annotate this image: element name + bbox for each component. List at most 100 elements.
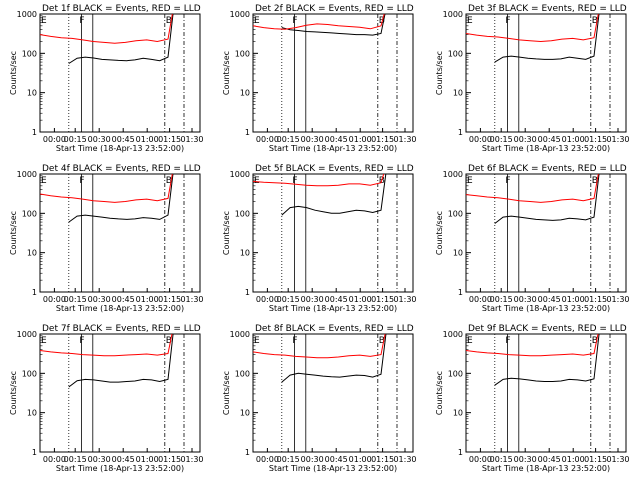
x-tick-label: 00:30	[88, 455, 111, 464]
plot-frame	[252, 333, 414, 453]
marker-label: E	[254, 336, 260, 346]
plot-frame	[465, 13, 627, 133]
y-tick-label: 1000	[17, 330, 37, 339]
y-tick-label: 1	[458, 448, 463, 457]
events-series-line	[281, 174, 387, 216]
x-tick-label: 00:00	[469, 135, 492, 144]
x-axis-label: Start Time (18-Apr-13 23:52:00)	[56, 304, 184, 313]
marker-label: E	[467, 336, 473, 346]
x-tick-label: 00:45	[112, 455, 135, 464]
panel-title: Det 5f BLACK = Events, RED = LLD	[255, 164, 414, 174]
y-tick-label: 100	[235, 49, 250, 58]
lld-series-line	[40, 334, 173, 357]
marker-label: E	[254, 176, 260, 186]
plot-frame	[39, 173, 201, 293]
x-tick-label: 01:00	[562, 455, 585, 464]
x-tick-label: 00:45	[325, 455, 348, 464]
y-tick-label: 1	[458, 128, 463, 137]
x-tick-label: 00:15	[64, 135, 87, 144]
y-tick-label: 1000	[443, 10, 463, 19]
events-series-line	[494, 14, 600, 63]
x-tick-label: 01:00	[136, 135, 159, 144]
x-tick-label: 00:00	[256, 135, 279, 144]
x-tick-label: 00:00	[256, 295, 279, 304]
panel-title: Det 7f BLACK = Events, RED = LLD	[42, 324, 201, 334]
x-tick-label: 00:30	[88, 295, 111, 304]
plot-frame	[39, 13, 201, 133]
events-series-line	[68, 14, 174, 64]
y-tick-label: 100	[235, 209, 250, 218]
x-tick-label: 01:30	[393, 135, 416, 144]
x-tick-label: 01:00	[562, 135, 585, 144]
x-tick-label: 00:15	[490, 455, 513, 464]
x-tick-label: 01:30	[606, 455, 629, 464]
x-tick-label: 01:30	[180, 295, 203, 304]
plot-frame	[465, 333, 627, 453]
x-axis-label: Start Time (18-Apr-13 23:52:00)	[269, 464, 397, 473]
events-series-line	[494, 334, 600, 386]
x-tick-label: 00:45	[112, 295, 135, 304]
detector-panel: Det 6f BLACK = Events, RED = LLD 1 10 100 10…	[435, 164, 630, 313]
x-axis-label: Start Time (18-Apr-13 23:52:00)	[56, 464, 184, 473]
x-tick-label: 00:15	[277, 455, 300, 464]
y-tick-label: 100	[448, 49, 463, 58]
panel-title: Det 4f BLACK = Events, RED = LLD	[42, 164, 201, 174]
marker-label: F	[505, 336, 510, 346]
y-axis-label: Counts/sec	[435, 51, 444, 95]
marker-label: B	[592, 176, 598, 186]
y-tick-label: 1	[32, 128, 37, 137]
y-axis-label: Counts/sec	[435, 211, 444, 255]
x-tick-label: 01:00	[349, 455, 372, 464]
x-tick-label: 01:00	[136, 455, 159, 464]
y-tick-label: 1000	[230, 330, 250, 339]
x-axis-label: Start Time (18-Apr-13 23:52:00)	[482, 464, 610, 473]
x-tick-label: 00:30	[301, 295, 324, 304]
x-tick-label: 01:15	[584, 455, 607, 464]
plot-frame	[39, 333, 201, 453]
y-tick-label: 1	[458, 288, 463, 297]
marker-label: F	[505, 16, 510, 26]
marker-label: B	[166, 336, 172, 346]
lld-series-line	[253, 14, 385, 30]
x-axis-label: Start Time (18-Apr-13 23:52:00)	[56, 144, 184, 153]
marker-label: E	[41, 336, 47, 346]
detector-panel: Det 8f BLACK = Events, RED = LLD 1 10 100 10…	[222, 324, 417, 473]
x-tick-label: 01:15	[158, 455, 181, 464]
lld-series-line	[253, 174, 385, 187]
marker-label: E	[41, 16, 47, 26]
x-tick-label: 00:15	[490, 135, 513, 144]
y-tick-label: 10	[453, 409, 463, 418]
events-series-line	[494, 174, 600, 224]
x-tick-label: 01:30	[606, 135, 629, 144]
y-axis-label: Counts/sec	[9, 211, 18, 255]
lld-series-line	[40, 174, 173, 203]
plot-frame	[252, 173, 414, 293]
events-series-line	[281, 334, 387, 383]
marker-label: F	[79, 16, 84, 26]
panel-title: Det 1f BLACK = Events, RED = LLD	[42, 4, 201, 14]
y-tick-label: 1000	[443, 170, 463, 179]
y-tick-label: 1000	[230, 10, 250, 19]
y-axis-label: Counts/sec	[222, 51, 231, 95]
y-axis-label: Counts/sec	[222, 211, 231, 255]
x-axis-label: Start Time (18-Apr-13 23:52:00)	[482, 304, 610, 313]
x-tick-label: 00:30	[88, 135, 111, 144]
x-tick-label: 01:30	[180, 135, 203, 144]
lld-series-line	[40, 14, 173, 44]
detector-panel: Det 4f BLACK = Events, RED = LLD 1 10 100 10…	[9, 164, 204, 313]
y-tick-label: 1000	[17, 10, 37, 19]
detector-panel: Det 3f BLACK = Events, RED = LLD 1 10 100 10…	[435, 4, 630, 153]
x-axis-label: Start Time (18-Apr-13 23:52:00)	[482, 144, 610, 153]
x-tick-label: 01:15	[158, 135, 181, 144]
detector-panel: Det 1f BLACK = Events, RED = LLD 1 10 100 10…	[9, 4, 204, 153]
y-tick-label: 100	[448, 369, 463, 378]
y-tick-label: 1	[245, 448, 250, 457]
x-tick-label: 00:00	[469, 295, 492, 304]
lld-series-line	[253, 334, 386, 359]
detector-panel: Det 5f BLACK = Events, RED = LLD 1 10 100 10…	[222, 164, 417, 313]
marker-label: E	[467, 16, 473, 26]
y-tick-label: 10	[453, 89, 463, 98]
x-tick-label: 00:45	[112, 135, 135, 144]
x-tick-label: 00:15	[64, 295, 87, 304]
